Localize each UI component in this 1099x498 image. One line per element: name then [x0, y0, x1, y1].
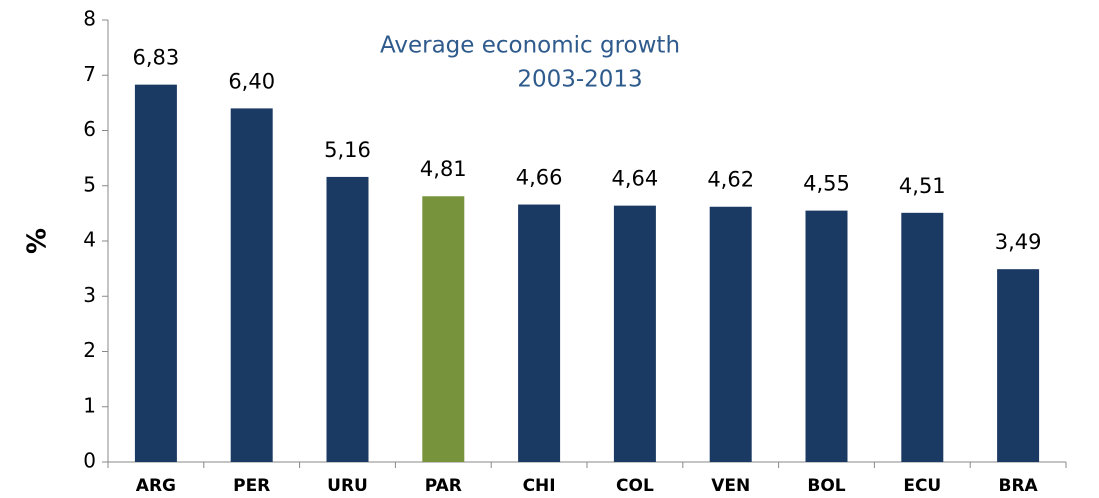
bar [613, 205, 656, 462]
bar [805, 210, 848, 462]
bar [709, 206, 752, 462]
chart-title: 2003-2013 [517, 67, 642, 93]
value-label: 4,81 [420, 157, 467, 181]
value-label: 4,64 [612, 167, 659, 191]
x-tick-label: BRA [998, 476, 1038, 496]
x-tick-label: URU [327, 476, 368, 496]
y-tick-label: 2 [83, 338, 96, 362]
x-tick-label: BOL [807, 476, 845, 496]
value-label: 5,16 [324, 138, 371, 162]
value-label: 4,51 [899, 174, 946, 198]
bar [134, 84, 177, 462]
value-label: 4,62 [707, 168, 754, 192]
value-label: 6,40 [228, 69, 275, 93]
y-tick-label: 6 [83, 117, 96, 141]
value-label: 3,49 [995, 230, 1042, 254]
y-tick-label: 4 [83, 228, 96, 252]
x-tick-label: ECU [903, 476, 941, 496]
value-label: 4,55 [803, 172, 850, 196]
y-tick-label: 1 [83, 393, 96, 417]
x-tick-label: PER [233, 476, 270, 496]
y-tick-label: 8 [83, 7, 96, 31]
bar [230, 108, 273, 463]
y-tick-label: 0 [83, 449, 96, 473]
bar [901, 212, 944, 462]
y-tick-label: 7 [83, 62, 96, 86]
value-label: 4,66 [516, 166, 563, 190]
value-label: 6,83 [133, 46, 180, 70]
y-tick-label: 3 [83, 283, 96, 307]
x-tick-label: CHI [523, 476, 556, 496]
bar [422, 196, 465, 462]
y-axis-label: % [23, 228, 53, 254]
y-tick-label: 5 [83, 172, 96, 196]
bar [997, 269, 1040, 462]
x-tick-label: COL [616, 476, 654, 496]
x-tick-label: PAR [425, 476, 462, 496]
bar [326, 176, 369, 462]
chart-title: Average economic growth [380, 33, 680, 59]
bar [518, 204, 561, 462]
x-tick-label: ARG [136, 476, 176, 496]
x-tick-label: VEN [711, 476, 750, 496]
